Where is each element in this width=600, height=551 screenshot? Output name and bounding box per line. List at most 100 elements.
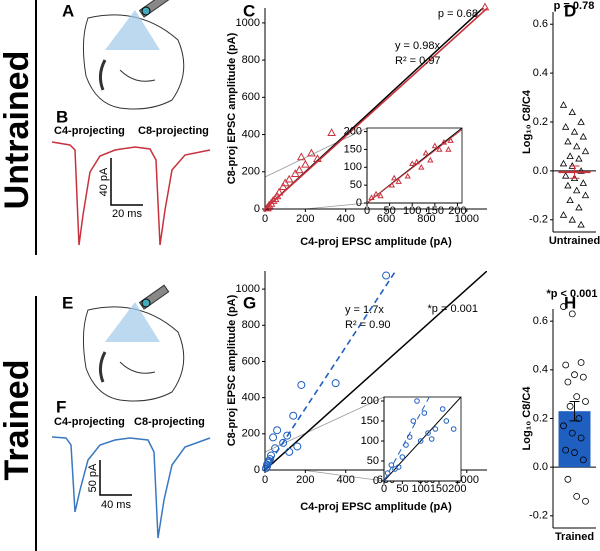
point [571, 449, 578, 456]
point [413, 158, 420, 165]
point [404, 172, 411, 179]
x-tick-label: 600 [377, 213, 395, 225]
point [443, 418, 450, 424]
inset-connector [304, 202, 368, 210]
point [425, 430, 431, 436]
point [582, 497, 589, 505]
point [431, 142, 439, 149]
x-axis-title: C4-proj EPSC amplitude (pA) [300, 236, 452, 248]
y-tick-label: 0.0 [533, 165, 548, 177]
point [428, 436, 435, 442]
trace-label: C8-projecting [134, 416, 205, 428]
point [417, 438, 424, 444]
trace [51, 141, 211, 246]
fit-equation: y = 0.98x [395, 40, 440, 52]
brain-schematic [82, 0, 185, 110]
point [571, 371, 578, 379]
y-tick-label: 100 [344, 161, 362, 173]
panel-label: H [564, 293, 576, 312]
p-value: p = 0.68 [438, 8, 478, 20]
y-axis-title: Log₁₀ C8/C4 [521, 89, 533, 154]
y-tick-label: 0 [356, 197, 362, 209]
panel-label: D [564, 1, 576, 20]
point [581, 147, 590, 155]
point [439, 406, 446, 412]
trace-label: C4-projecting [54, 416, 125, 428]
y-tick-label: 100 [361, 435, 379, 447]
point [568, 108, 576, 116]
point [564, 137, 572, 145]
point [573, 186, 581, 194]
brain-schematic [82, 284, 185, 402]
x-tick-label: 50 [396, 483, 408, 495]
trace [51, 436, 211, 539]
x-axis-title: C4-proj EPSC amplitude (pA) [300, 501, 452, 513]
y-tick-label: 0.4 [533, 364, 548, 376]
x-tick-label: 100 [403, 205, 421, 217]
point [436, 146, 443, 152]
error-bar [569, 165, 580, 179]
point [307, 148, 316, 157]
trace-label: C4-projecting [54, 125, 125, 137]
point [575, 154, 583, 162]
y-tick-label: 0.2 [533, 412, 548, 424]
trace-label: C8-projecting [138, 125, 209, 137]
y-tick-label: 0 [373, 475, 379, 487]
x-tick-label: 1000 [455, 213, 479, 225]
point [296, 152, 306, 161]
y-tick-label: 400 [242, 128, 260, 140]
scale-bar [110, 158, 143, 206]
point [269, 433, 278, 442]
point [289, 411, 298, 420]
point [577, 118, 585, 125]
point [579, 373, 587, 381]
point [395, 464, 402, 470]
p-value: p = 0.78 [554, 0, 595, 12]
point [562, 171, 570, 179]
point [450, 426, 457, 432]
y-tick-label: 800 [242, 319, 260, 331]
point [568, 310, 576, 318]
point [388, 181, 396, 188]
panel-label: E [62, 293, 73, 312]
point [573, 492, 581, 500]
y-tick-label: 800 [242, 54, 260, 66]
y-tick-label: -0.2 [529, 510, 548, 522]
point [279, 438, 288, 447]
point [262, 203, 272, 212]
inset-connector [301, 469, 385, 482]
point [294, 165, 304, 174]
point [406, 434, 413, 440]
y-axis-title: C8-proj EPSC amplitude (pA) [226, 294, 238, 446]
point [262, 464, 271, 473]
point [566, 402, 574, 410]
point [409, 160, 416, 167]
point [399, 454, 406, 460]
point [403, 442, 409, 448]
y-tick-label: 0.0 [533, 461, 548, 473]
fit-line [384, 397, 430, 481]
point [285, 447, 294, 456]
point [445, 146, 452, 152]
point [575, 203, 583, 211]
plot-lines [265, 271, 487, 470]
point [293, 442, 302, 451]
fit-line [265, 8, 487, 209]
point [421, 410, 428, 416]
group-label: Trained [0, 360, 36, 481]
scale-label: 40 ms [101, 499, 131, 511]
scale-bar [99, 460, 132, 496]
x-tick-label: 50 [383, 205, 395, 217]
point [271, 444, 280, 453]
y-tick-label: 0 [254, 464, 260, 476]
y-tick-label: 150 [344, 143, 362, 155]
x-tick-label: 800 [417, 213, 435, 225]
point [582, 398, 589, 405]
panel-label: A [62, 1, 74, 20]
point [447, 137, 454, 143]
point [377, 192, 384, 199]
point [581, 191, 590, 199]
point [290, 169, 300, 177]
point [562, 446, 570, 454]
